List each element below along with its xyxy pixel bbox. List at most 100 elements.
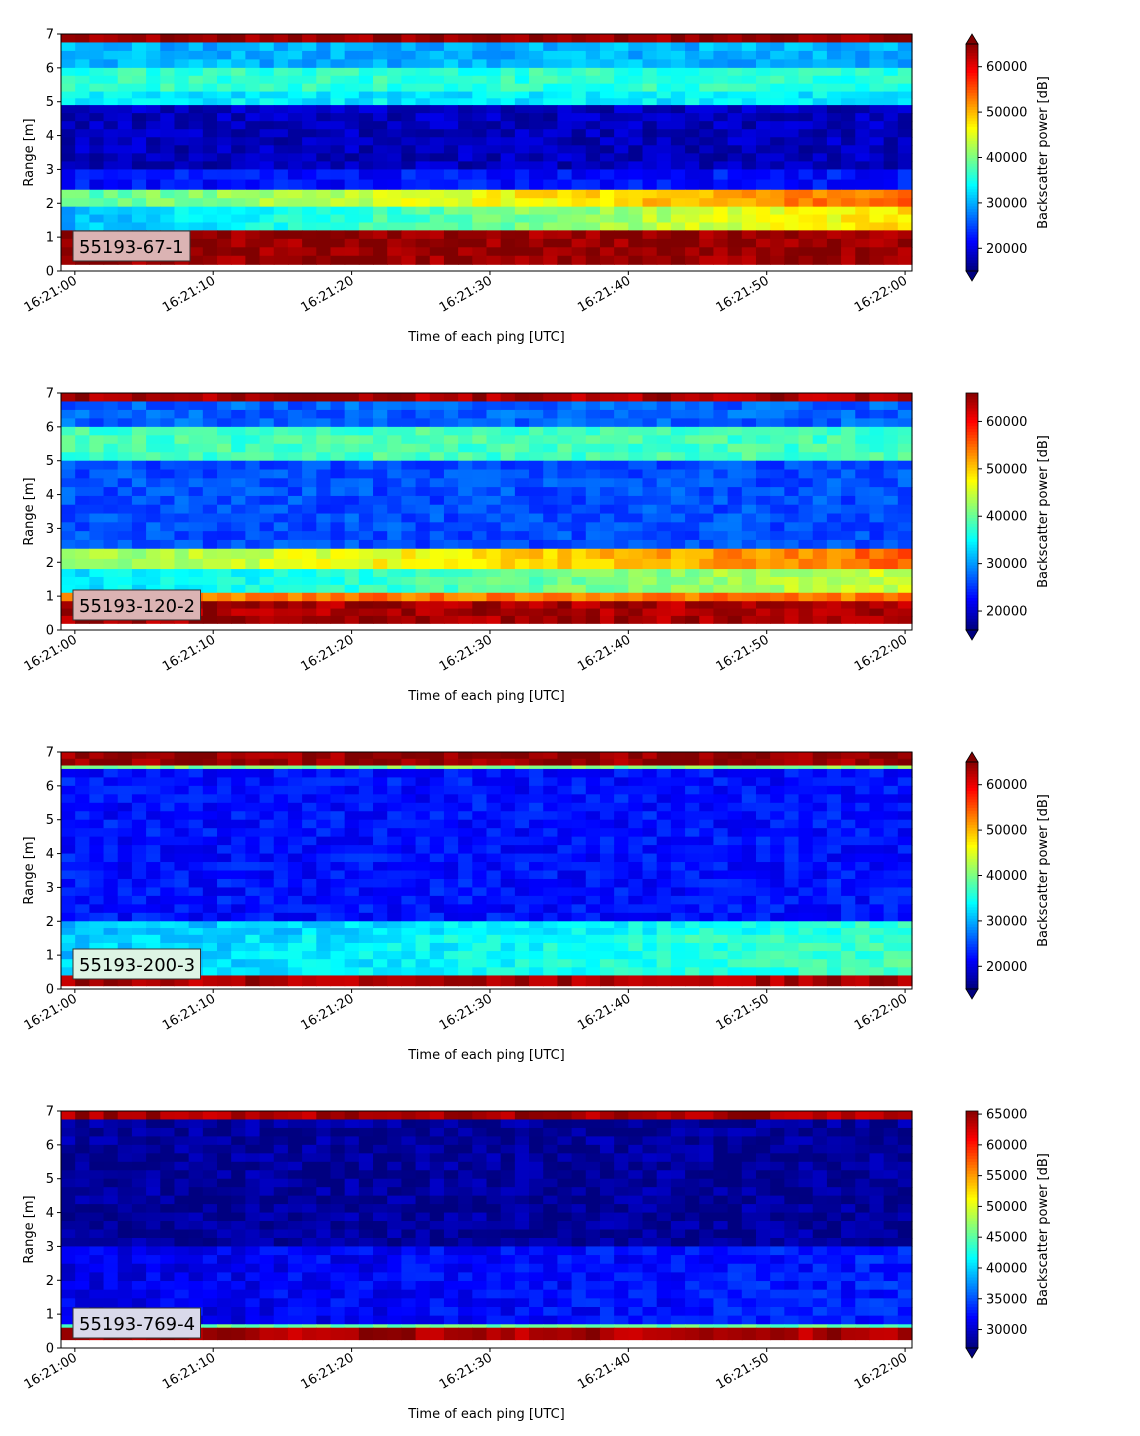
heatmap-cell — [458, 222, 473, 231]
heatmap-cell — [571, 615, 587, 624]
heatmap-cell — [415, 758, 431, 767]
heatmap-cell — [685, 495, 700, 506]
heatmap-cell — [685, 435, 700, 445]
heatmap-cell — [103, 206, 119, 216]
heatmap-cell — [302, 401, 317, 411]
heatmap-cell — [514, 478, 530, 488]
heatmap-cell — [784, 435, 800, 445]
heatmap-cell — [883, 558, 899, 570]
heatmap-cell — [855, 435, 871, 445]
y-tick-label: 6 — [46, 61, 54, 76]
heatmap-cell — [358, 921, 374, 929]
heatmap-cell — [273, 153, 289, 162]
heatmap-cell — [160, 836, 176, 846]
heatmap-cell — [61, 50, 76, 60]
heatmap-cell — [188, 878, 204, 889]
heatmap-cell — [770, 50, 785, 60]
heatmap-cell — [798, 189, 814, 199]
heatmap-cell — [826, 904, 842, 914]
heatmap-cell — [373, 870, 388, 880]
heatmap-cell — [642, 531, 658, 541]
x-tick-label: 16:21:40 — [575, 632, 633, 674]
heatmap-cell — [259, 409, 275, 419]
heatmap-cell — [897, 912, 913, 922]
heatmap-cell — [401, 179, 417, 191]
heatmap-cell — [273, 504, 289, 515]
heatmap-cell — [642, 522, 658, 532]
heatmap-cell — [131, 169, 147, 181]
heatmap-cell — [500, 238, 516, 248]
heatmap-cell — [642, 238, 658, 248]
heatmap-cell — [273, 42, 289, 52]
heatmap-cell — [543, 169, 559, 181]
heatmap-cell — [855, 836, 871, 846]
heatmap-cell — [387, 785, 402, 795]
heatmap-cell — [131, 853, 147, 863]
colorbar-segment — [966, 66, 978, 71]
heatmap-cell — [585, 42, 601, 52]
heatmap-cell — [75, 853, 90, 863]
heatmap-cell — [202, 34, 218, 44]
heatmap-cell — [373, 121, 388, 130]
heatmap-cell — [585, 435, 601, 445]
heatmap-cell — [316, 845, 332, 855]
heatmap-cell — [798, 495, 814, 506]
heatmap-cell — [812, 794, 828, 804]
heatmap-cell — [770, 409, 785, 419]
heatmap-cell — [373, 601, 388, 610]
heatmap-cell — [614, 845, 629, 855]
heatmap-cell — [727, 153, 743, 162]
heatmap-cell — [472, 539, 488, 550]
heatmap-cell — [245, 870, 261, 880]
heatmap-cell — [443, 912, 459, 922]
heatmap-cell — [685, 393, 700, 403]
heatmap-cell — [883, 214, 899, 224]
heatmap-cell — [302, 161, 317, 171]
heatmap-cell — [841, 836, 856, 846]
heatmap-cell — [358, 592, 374, 602]
heatmap-cell — [869, 418, 885, 428]
heatmap-cell — [217, 504, 232, 515]
heatmap-cell — [599, 198, 615, 208]
heatmap-cell — [273, 255, 289, 265]
heatmap-cell — [897, 777, 913, 787]
heatmap-cell — [202, 569, 218, 578]
heatmap-cell — [514, 777, 530, 787]
heatmap-cell — [798, 129, 814, 138]
heatmap-cell — [89, 206, 105, 216]
heatmap-cell — [231, 836, 246, 846]
heatmap-cell — [75, 802, 90, 812]
heatmap-cell — [146, 942, 161, 952]
heatmap-cell — [713, 765, 729, 770]
heatmap-cell — [784, 50, 800, 60]
heatmap-cell — [557, 765, 573, 770]
heatmap-cell — [571, 539, 587, 550]
heatmap-cell — [373, 238, 388, 248]
x-tick-label: 16:21:50 — [714, 273, 772, 315]
heatmap-cell — [273, 495, 289, 506]
heatmap-cell — [174, 83, 190, 93]
heatmap-cell — [245, 67, 261, 77]
heatmap-cell — [585, 758, 601, 767]
heatmap-cell — [486, 921, 502, 929]
heatmap-cell — [330, 478, 346, 488]
heatmap-cell — [670, 819, 686, 829]
colorbar-segment — [966, 103, 978, 108]
heatmap-cell — [699, 802, 715, 812]
heatmap-cell — [869, 794, 885, 804]
heatmap-cell — [713, 878, 729, 889]
heatmap-cell — [61, 435, 76, 445]
heatmap-cell — [316, 558, 332, 570]
heatmap-cell — [259, 121, 275, 130]
heatmap-cell — [472, 768, 488, 778]
colorbar-segment — [966, 265, 978, 269]
heatmap-cell — [188, 206, 204, 216]
heatmap-cell — [486, 828, 502, 838]
heatmap-cell — [259, 845, 275, 855]
heatmap-cell — [103, 584, 119, 594]
heatmap-cell — [401, 255, 417, 265]
heatmap-cell — [642, 255, 658, 265]
heatmap-cell — [401, 137, 417, 146]
heatmap-cell — [713, 504, 729, 515]
heatmap-cell — [529, 758, 544, 767]
